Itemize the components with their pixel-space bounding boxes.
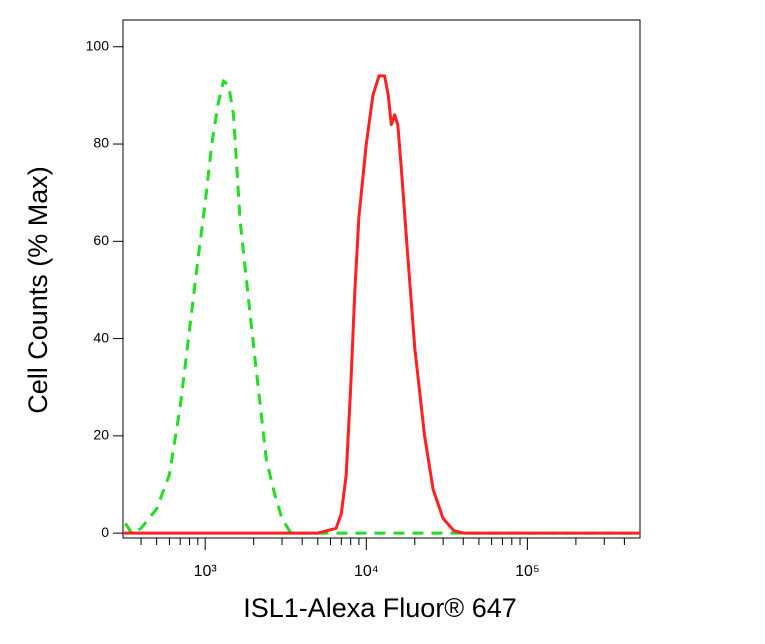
histogram-line xyxy=(124,79,640,535)
x-axis-label: ISL1-Alexa Fluor® 647 xyxy=(243,593,517,623)
plot-frame xyxy=(122,19,641,539)
y-tick-label: 100 xyxy=(86,37,110,53)
y-axis-label: Cell Counts (% Max) xyxy=(23,166,53,414)
y-tick-label: 40 xyxy=(93,329,109,345)
x-tick-label: 10⁴ xyxy=(354,563,379,580)
x-tick-label: 10⁵ xyxy=(515,563,539,580)
y-tick-label: 60 xyxy=(93,232,109,248)
histogram-line xyxy=(123,74,640,535)
y-tick-label: 80 xyxy=(93,135,109,151)
x-tick-label: 10³ xyxy=(194,563,218,580)
y-tick-label: 0 xyxy=(101,524,109,540)
y-tick-label: 20 xyxy=(93,427,109,443)
